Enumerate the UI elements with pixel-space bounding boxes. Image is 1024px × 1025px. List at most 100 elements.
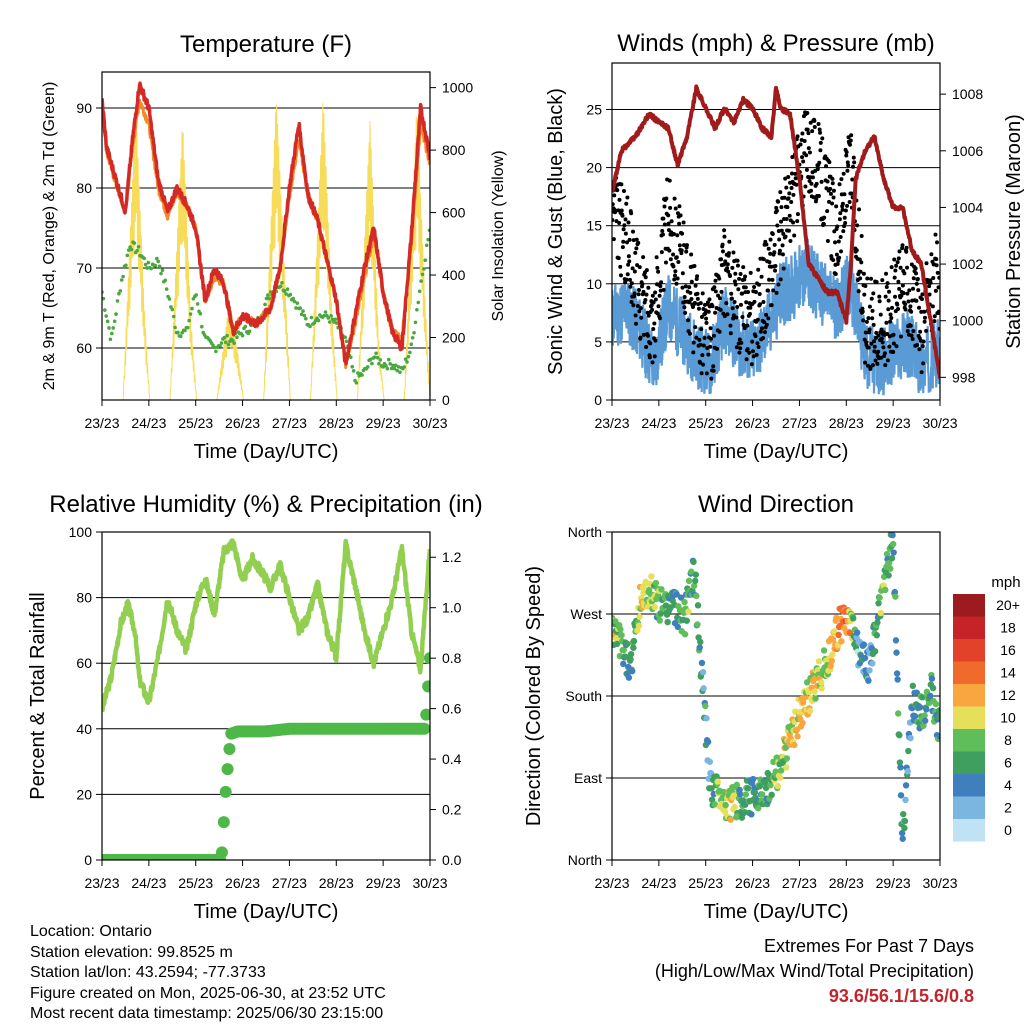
point-dewpoint xyxy=(384,363,388,368)
point-gust xyxy=(667,248,672,253)
point-dewpoint xyxy=(142,256,146,261)
point-gust xyxy=(756,267,761,272)
point-gust xyxy=(654,255,659,260)
point-gust xyxy=(641,255,646,260)
point-wind-direction xyxy=(888,555,896,562)
point-gust xyxy=(830,181,835,186)
point-gust xyxy=(635,304,640,309)
point-gust xyxy=(688,290,693,295)
y2-tick-label: 0.2 xyxy=(442,802,462,818)
point-gust xyxy=(730,265,735,270)
point-wind-direction xyxy=(768,791,775,799)
point-gust xyxy=(883,363,888,368)
x-tick-label: 28/23 xyxy=(319,875,354,891)
point-gust xyxy=(830,201,835,206)
point-gust xyxy=(837,217,842,222)
point-dewpoint xyxy=(163,278,168,283)
point-gust xyxy=(633,313,638,318)
point-wind-direction xyxy=(693,592,700,600)
point-gust xyxy=(805,127,810,132)
point-dewpoint xyxy=(173,325,177,330)
point-dewpoint xyxy=(110,331,114,336)
point-gust xyxy=(748,305,753,310)
point-gust xyxy=(905,329,910,334)
point-gust xyxy=(842,192,847,197)
point-wind-direction xyxy=(850,615,857,622)
x-tick-label: 23/23 xyxy=(84,875,119,891)
point-gust xyxy=(840,201,845,206)
point-gust xyxy=(861,318,866,323)
x-tick-label: 24/23 xyxy=(641,415,676,431)
point-gust xyxy=(717,276,722,281)
extremes-title: Extremes For Past 7 Days xyxy=(763,936,974,956)
point-dewpoint xyxy=(389,366,394,371)
point-gust xyxy=(834,204,839,209)
point-gust xyxy=(677,221,682,226)
point-wind-direction xyxy=(731,803,738,811)
point-gust xyxy=(908,323,913,328)
colorbar-swatch xyxy=(953,594,985,617)
point-wind-direction xyxy=(928,675,936,682)
point-gust xyxy=(795,212,800,217)
point-gust xyxy=(852,160,857,165)
point-gust xyxy=(779,205,784,210)
point-gust xyxy=(848,142,853,147)
point-gust xyxy=(761,299,766,304)
point-gust xyxy=(652,321,657,326)
point-gust xyxy=(758,302,763,307)
y2-tick-label: 1000 xyxy=(952,313,983,329)
point-gust xyxy=(888,312,893,317)
point-dewpoint xyxy=(268,290,273,294)
point-gust xyxy=(625,272,630,277)
point-gust xyxy=(629,211,634,216)
point-wind-direction xyxy=(901,817,909,825)
point-gust xyxy=(913,266,918,271)
point-wind-direction xyxy=(896,732,903,739)
point-dewpoint xyxy=(280,281,284,285)
colorbar-label: 14 xyxy=(1000,665,1016,681)
point-dewpoint xyxy=(360,373,364,377)
point-dewpoint xyxy=(354,381,359,385)
point-gust xyxy=(790,155,795,160)
point-gust xyxy=(909,309,914,314)
x-tick-label: 23/23 xyxy=(594,415,629,431)
point-gust xyxy=(646,285,651,290)
point-dewpoint xyxy=(118,289,123,293)
point-gust xyxy=(843,220,848,225)
point-gust xyxy=(788,238,793,243)
x-axis-label: Time (Day/UTC) xyxy=(704,441,849,463)
series-relative-humidity xyxy=(102,538,430,713)
point-dewpoint xyxy=(385,366,390,371)
point-gust xyxy=(920,297,925,302)
point-gust xyxy=(748,270,753,275)
point-wind-direction xyxy=(713,773,720,780)
point-gust xyxy=(666,213,671,218)
point-gust xyxy=(727,239,732,244)
point-gust xyxy=(687,331,692,336)
point-gust xyxy=(934,263,939,268)
colorbar-swatch xyxy=(953,751,985,774)
point-gust xyxy=(933,232,938,237)
point-gust xyxy=(815,167,820,172)
point-dewpoint xyxy=(135,248,139,253)
point-gust xyxy=(677,243,682,248)
point-dewpoint xyxy=(223,340,228,345)
point-gust xyxy=(768,251,773,256)
point-gust xyxy=(838,234,843,239)
chart-title: Winds (mph) & Pressure (mb) xyxy=(617,30,934,57)
point-gust xyxy=(845,160,850,165)
point-wind-direction xyxy=(774,782,782,790)
point-gust xyxy=(809,181,814,186)
point-wind-direction xyxy=(630,637,638,645)
point-gust xyxy=(749,362,754,367)
point-gust xyxy=(825,238,830,243)
point-gust xyxy=(683,310,688,315)
y-axis-label: Sonic Wind & Gust (Blue, Black) xyxy=(545,88,567,375)
point-gust xyxy=(742,326,747,331)
point-gust xyxy=(901,291,906,296)
point-gust xyxy=(884,285,889,290)
point-gust xyxy=(680,285,685,290)
x-tick-label: 23/23 xyxy=(594,875,629,891)
point-gust xyxy=(673,269,678,274)
point-gust xyxy=(860,309,865,314)
